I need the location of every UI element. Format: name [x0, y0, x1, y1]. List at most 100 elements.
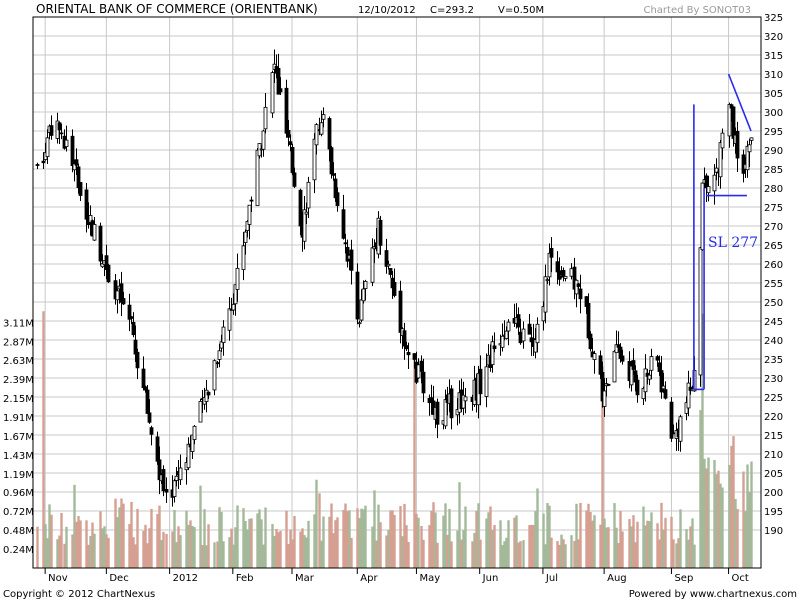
volume-bar: [422, 539, 425, 568]
price-tick-label: 310: [764, 70, 783, 81]
volume-bar: [548, 505, 551, 568]
volume-bar: [232, 544, 235, 568]
price-tick-label: 275: [764, 203, 783, 214]
volume-bar: [517, 542, 520, 568]
candle-body: [178, 467, 183, 481]
volume-bar: [120, 498, 123, 568]
volume-bar: [532, 525, 535, 568]
volume-bar: [487, 512, 490, 568]
volume-bar: [656, 523, 659, 568]
volume-bar: [415, 513, 418, 568]
volume-bar: [401, 536, 404, 568]
volume-bar: [230, 528, 233, 568]
month-tick-label: Feb: [236, 573, 254, 584]
price-tick-label: 255: [764, 279, 783, 290]
candle-body: [535, 323, 540, 344]
candle-body: [243, 231, 248, 243]
candle-body: [706, 186, 711, 194]
volume-bar: [315, 479, 318, 568]
candle-body: [704, 175, 709, 189]
candle-body: [421, 371, 426, 394]
candle-body: [506, 321, 511, 332]
price-tick-label: 190: [764, 526, 783, 537]
candle-body: [331, 173, 336, 176]
volume-bar: [550, 537, 553, 568]
volume-bar: [107, 537, 110, 568]
candle-body: [45, 137, 50, 157]
candle-body: [74, 159, 79, 166]
volume-bar: [332, 533, 335, 568]
candle-body: [516, 314, 521, 328]
candle-body: [343, 242, 348, 245]
volume-bar: [46, 538, 49, 568]
candle-body: [129, 316, 134, 319]
candle-body: [749, 137, 754, 141]
candle-body: [671, 432, 676, 435]
candle-body: [49, 125, 54, 136]
volume-bar: [244, 520, 247, 568]
volume-bar: [362, 509, 365, 568]
volume-bar: [130, 501, 133, 568]
volume-bar: [293, 516, 296, 568]
volume-bars: [36, 311, 753, 568]
volume-bar: [750, 461, 753, 568]
candle-body: [304, 211, 309, 215]
candle-body: [198, 401, 203, 423]
volume-bar: [193, 527, 196, 568]
volume-tick-label: 2.63M: [3, 356, 34, 367]
candle-body: [357, 322, 362, 325]
volume-bar: [456, 530, 459, 568]
candle-body: [484, 366, 489, 397]
candle-body: [227, 308, 232, 331]
volume-bar: [371, 526, 374, 568]
volume-bar: [118, 507, 121, 568]
volume-bar: [364, 505, 367, 568]
volume-bar: [589, 511, 592, 568]
volume-bar: [128, 524, 131, 568]
volume-bar: [105, 534, 108, 568]
candle-body: [735, 130, 740, 159]
month-tick-label: Dec: [109, 573, 128, 584]
volume-bar: [285, 510, 288, 568]
volume-bar: [613, 503, 616, 568]
candle-body: [221, 326, 226, 343]
annotation-lines: [693, 73, 752, 391]
volume-bar: [260, 519, 263, 568]
candle-body: [392, 281, 397, 296]
candle-body: [157, 459, 162, 481]
volume-bar: [175, 542, 178, 568]
volume-bar: [519, 541, 522, 568]
candle-body: [669, 401, 674, 439]
volume-bar: [271, 523, 274, 568]
volume-bar: [220, 511, 223, 568]
candle-body: [549, 247, 554, 258]
price-tick-label: 315: [764, 51, 783, 62]
candle-body: [174, 475, 179, 481]
candle-body: [249, 199, 254, 202]
candle-body: [561, 270, 566, 278]
volume-bar: [570, 535, 573, 568]
candle-body: [404, 345, 409, 350]
candle-body: [288, 141, 293, 145]
candle-body: [578, 288, 583, 300]
candle-body: [104, 255, 109, 270]
volume-bar: [328, 516, 331, 568]
volume-tick-label: 0.72M: [3, 507, 34, 518]
volume-bar: [60, 512, 63, 568]
volume-bar: [122, 503, 125, 568]
price-tick-label: 305: [764, 89, 783, 100]
candle-body: [192, 425, 197, 440]
volume-bar: [573, 541, 576, 568]
volume-bar: [287, 544, 290, 568]
volume-bar: [701, 313, 704, 568]
volume-bar: [399, 506, 402, 568]
candle-body: [527, 323, 532, 335]
volume-bar: [648, 521, 651, 568]
candle-body: [241, 245, 246, 271]
candle-body: [463, 396, 468, 402]
candle-body: [359, 299, 364, 321]
volume-bar: [89, 535, 92, 568]
price-tick-label: 290: [764, 146, 783, 157]
volume-bar: [201, 545, 204, 568]
volume-bar: [630, 526, 633, 568]
